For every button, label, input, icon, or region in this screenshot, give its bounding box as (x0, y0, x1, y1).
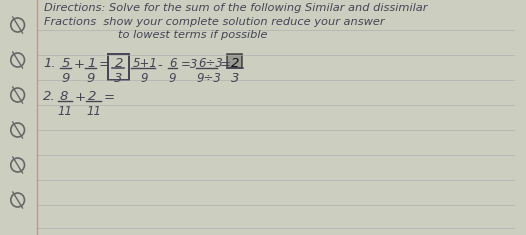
Text: 9: 9 (140, 72, 148, 85)
Text: 2: 2 (115, 57, 123, 70)
Text: 1.: 1. (43, 57, 56, 70)
Text: 11: 11 (58, 105, 73, 118)
Text: =: = (99, 58, 110, 71)
Text: Fractions  show your complete solution reduce your answer: Fractions show your complete solution re… (44, 17, 385, 27)
Text: 3: 3 (231, 72, 240, 85)
Text: 5: 5 (62, 57, 70, 70)
Text: +: + (74, 58, 85, 71)
Text: -: - (158, 59, 163, 72)
Text: 3: 3 (114, 72, 122, 85)
Text: 9: 9 (86, 72, 95, 85)
Text: +: + (75, 91, 86, 104)
Text: =3: =3 (180, 58, 198, 71)
Text: Directions: Solve for the sum of the following Similar and dissimilar: Directions: Solve for the sum of the fol… (44, 3, 428, 13)
Text: 1: 1 (87, 57, 96, 70)
Text: 6: 6 (169, 57, 177, 70)
Text: 2: 2 (231, 57, 240, 70)
Text: 6÷3: 6÷3 (198, 57, 223, 70)
Text: =: = (104, 91, 115, 104)
Text: 5+1: 5+1 (133, 57, 158, 70)
Text: 9: 9 (168, 72, 176, 85)
Text: 2.: 2. (43, 90, 56, 103)
Text: =: = (219, 58, 230, 71)
Text: 9: 9 (62, 72, 70, 85)
FancyBboxPatch shape (227, 54, 241, 67)
Text: 8: 8 (60, 90, 68, 103)
Text: 9÷3: 9÷3 (197, 72, 222, 85)
Text: to lowest terms if possible: to lowest terms if possible (118, 30, 267, 40)
Text: 2: 2 (88, 90, 97, 103)
Text: 11: 11 (86, 105, 101, 118)
